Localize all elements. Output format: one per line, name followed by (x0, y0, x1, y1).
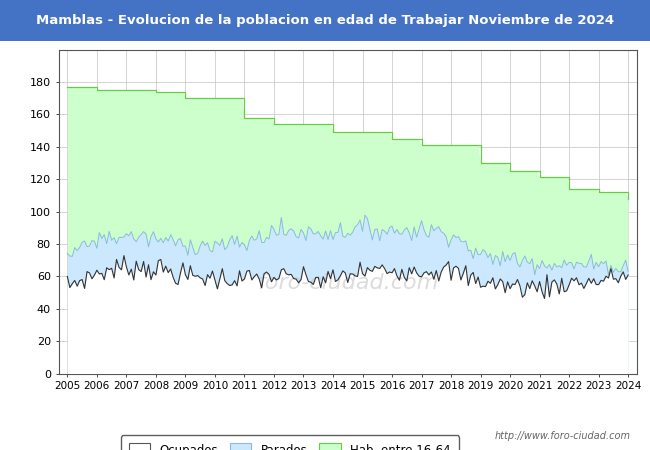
Text: Mamblas - Evolucion de la poblacion en edad de Trabajar Noviembre de 2024: Mamblas - Evolucion de la poblacion en e… (36, 14, 614, 27)
Legend: Ocupados, Parados, Hab. entre 16-64: Ocupados, Parados, Hab. entre 16-64 (121, 435, 459, 450)
Text: foro-ciudad.com: foro-ciudad.com (257, 273, 438, 293)
Text: http://www.foro-ciudad.com: http://www.foro-ciudad.com (495, 431, 630, 441)
